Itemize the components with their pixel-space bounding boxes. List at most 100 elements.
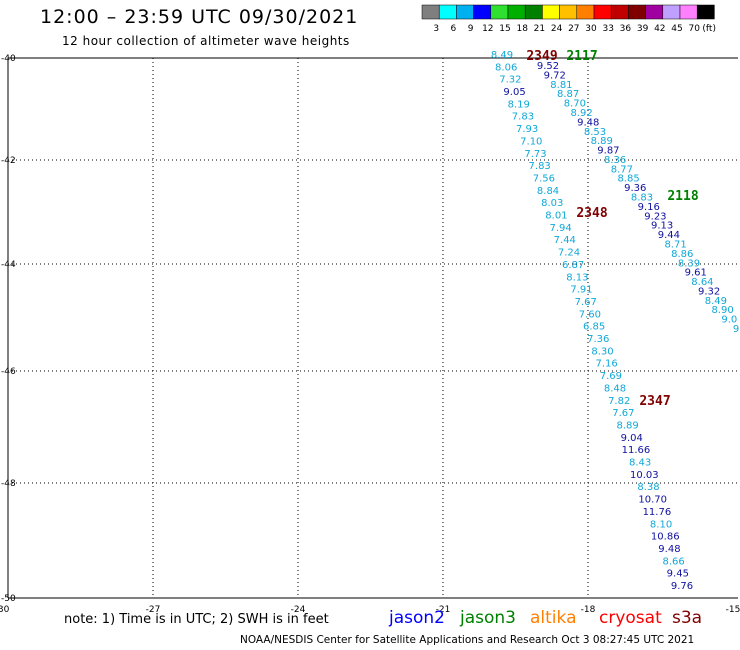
color-scale-label: 33 (602, 24, 613, 34)
wave-height-obs-a: 7.94 (549, 223, 571, 234)
wave-height-obs-b: 9.52 (537, 61, 559, 72)
wave-height-obs-a: 10.03 (630, 470, 659, 481)
color-scale-swatch (559, 4, 578, 20)
color-scale-label: 24 (551, 24, 563, 34)
wave-height-obs-b: 8.92 (570, 108, 592, 119)
page-subtitle: 12 hour collection of altimeter wave hei… (62, 34, 350, 48)
color-scale-label: 21 (534, 24, 545, 34)
color-scale-label: 39 (637, 24, 649, 34)
satellite-s3a: s3a (672, 608, 703, 628)
wave-height-obs-b: 8.81 (550, 80, 572, 91)
wave-height-obs-b: 9.32 (698, 286, 720, 297)
wave-height-obs-a: 10.70 (638, 495, 667, 506)
wave-height-obs-a: 8.30 (591, 346, 613, 357)
pass-id-label: 2349 (526, 49, 557, 64)
footer-note: note: 1) Time is in UTC; 2) SWH is in fe… (64, 612, 329, 627)
color-scale-label: 70 (688, 24, 700, 34)
color-scale-swatch (473, 4, 492, 20)
wave-height-obs-a: 8.10 (650, 519, 672, 530)
color-scale-label: (ft) (702, 24, 716, 34)
wave-height-obs-a: 8.48 (604, 383, 626, 394)
wave-height-obs-a: 8.19 (508, 99, 530, 110)
longitude-label: -15 (726, 605, 740, 615)
satellite-cryosat: cryosat (599, 608, 662, 628)
wave-height-obs-a: 8.01 (545, 211, 567, 222)
pass-id-label: 2348 (576, 206, 607, 221)
wave-height-obs-a: 7.83 (512, 112, 534, 123)
wave-height-obs-a: 6.85 (583, 322, 605, 333)
latitude-label: -40 (1, 54, 16, 64)
wave-height-obs-b: 9.44 (658, 230, 680, 241)
color-scale-swatch (593, 4, 612, 20)
wave-height-obs-a: 7.10 (520, 136, 542, 147)
wave-height-obs-a: 7.36 (587, 334, 609, 345)
pass-id-label: 2347 (639, 394, 670, 409)
wave-height-obs-b: 9.61 (685, 268, 707, 279)
color-scale-swatch (645, 4, 664, 20)
wave-height-obs-a: 8.89 (616, 420, 638, 431)
color-scale-swatch (576, 4, 595, 20)
wave-height-obs-a: 7.67 (612, 408, 634, 419)
wave-height-obs-b: 9.16 (638, 202, 660, 213)
color-scale-swatch (679, 4, 698, 20)
wave-height-obs-a: 7.69 (600, 371, 622, 382)
wave-height-obs-a: 7.32 (499, 75, 521, 86)
color-scale-swatch (438, 4, 457, 20)
latitude-label: -42 (1, 156, 16, 166)
wave-height-obs-a: 8.66 (662, 556, 684, 567)
wave-height-obs-a: 7.16 (596, 359, 618, 370)
wave-height-obs-b: 9.36 (624, 183, 646, 194)
color-scale-label: 42 (654, 24, 665, 34)
color-scale-swatch (662, 4, 681, 20)
wave-height-obs-a: 9.76 (671, 581, 693, 592)
color-scale-swatch (421, 4, 440, 20)
wave-height-obs-b: 9.72 (544, 70, 566, 81)
wave-height-obs-b: 8.36 (604, 155, 626, 166)
credit-line: NOAA/NESDIS Center for Satellite Applica… (240, 634, 695, 646)
wave-height-obs-a: 8.43 (629, 458, 651, 469)
wave-height-obs-a: 9.45 (667, 569, 689, 580)
wave-height-obs-a: 9.04 (621, 433, 643, 444)
wave-height-obs-a: 8.49 (491, 50, 513, 61)
wave-height-obs-a: 9.48 (658, 544, 680, 555)
pass-id-label: 2117 (566, 49, 597, 64)
latitude-label: -48 (1, 479, 16, 489)
wave-height-obs-b: 8.49 (705, 296, 727, 307)
wave-height-obs-a: 8.38 (637, 482, 659, 493)
color-scale-swatch (490, 4, 509, 20)
wave-height-obs-b: 9.0 (721, 315, 737, 326)
latitude-label: -50 (1, 594, 16, 604)
wave-height-obs-b: 9.23 (644, 211, 666, 222)
page-title: 12:00 – 23:59 UTC 09/30/2021 (40, 6, 359, 28)
longitude-label: -30 (0, 605, 10, 615)
color-scale-label: 27 (568, 24, 579, 34)
color-scale-swatch (610, 4, 629, 20)
wave-height-obs-a: 7.91 (570, 285, 592, 296)
wave-height-obs-b: 9 (733, 324, 739, 335)
wave-height-obs-a: 7.56 (533, 173, 555, 184)
color-scale-label: 9 (468, 24, 474, 34)
wave-height-obs-a: 7.93 (516, 124, 538, 135)
wave-height-obs-a: 11.76 (643, 507, 672, 518)
satellite-altika: altika (530, 608, 577, 628)
wave-height-obs-b: 8.90 (711, 305, 733, 316)
wave-height-obs-b: 8.87 (557, 89, 579, 100)
wave-height-obs-b: 8.53 (584, 127, 606, 138)
latitude-label: -44 (1, 260, 16, 270)
color-scale-label: 45 (671, 24, 682, 34)
longitude-label: -27 (146, 605, 161, 615)
color-scale-swatch (524, 4, 543, 20)
color-scale-swatch (696, 4, 715, 20)
wave-height-obs-b: 8.77 (611, 164, 633, 175)
wave-height-obs-a: 6.87 (562, 260, 584, 271)
color-scale-swatch (456, 4, 474, 20)
wave-height-obs-b: 8.83 (631, 193, 653, 204)
wave-height-obs-a: 8.06 (495, 62, 517, 73)
wave-height-obs-b: 8.71 (664, 239, 686, 250)
wave-height-obs-b: 8.86 (671, 249, 693, 260)
color-scale-label: 15 (499, 24, 510, 34)
wave-height-obs-a: 7.24 (558, 248, 580, 259)
color-scale-swatch (542, 4, 560, 20)
wave-height-obs-a: 7.82 (608, 396, 630, 407)
